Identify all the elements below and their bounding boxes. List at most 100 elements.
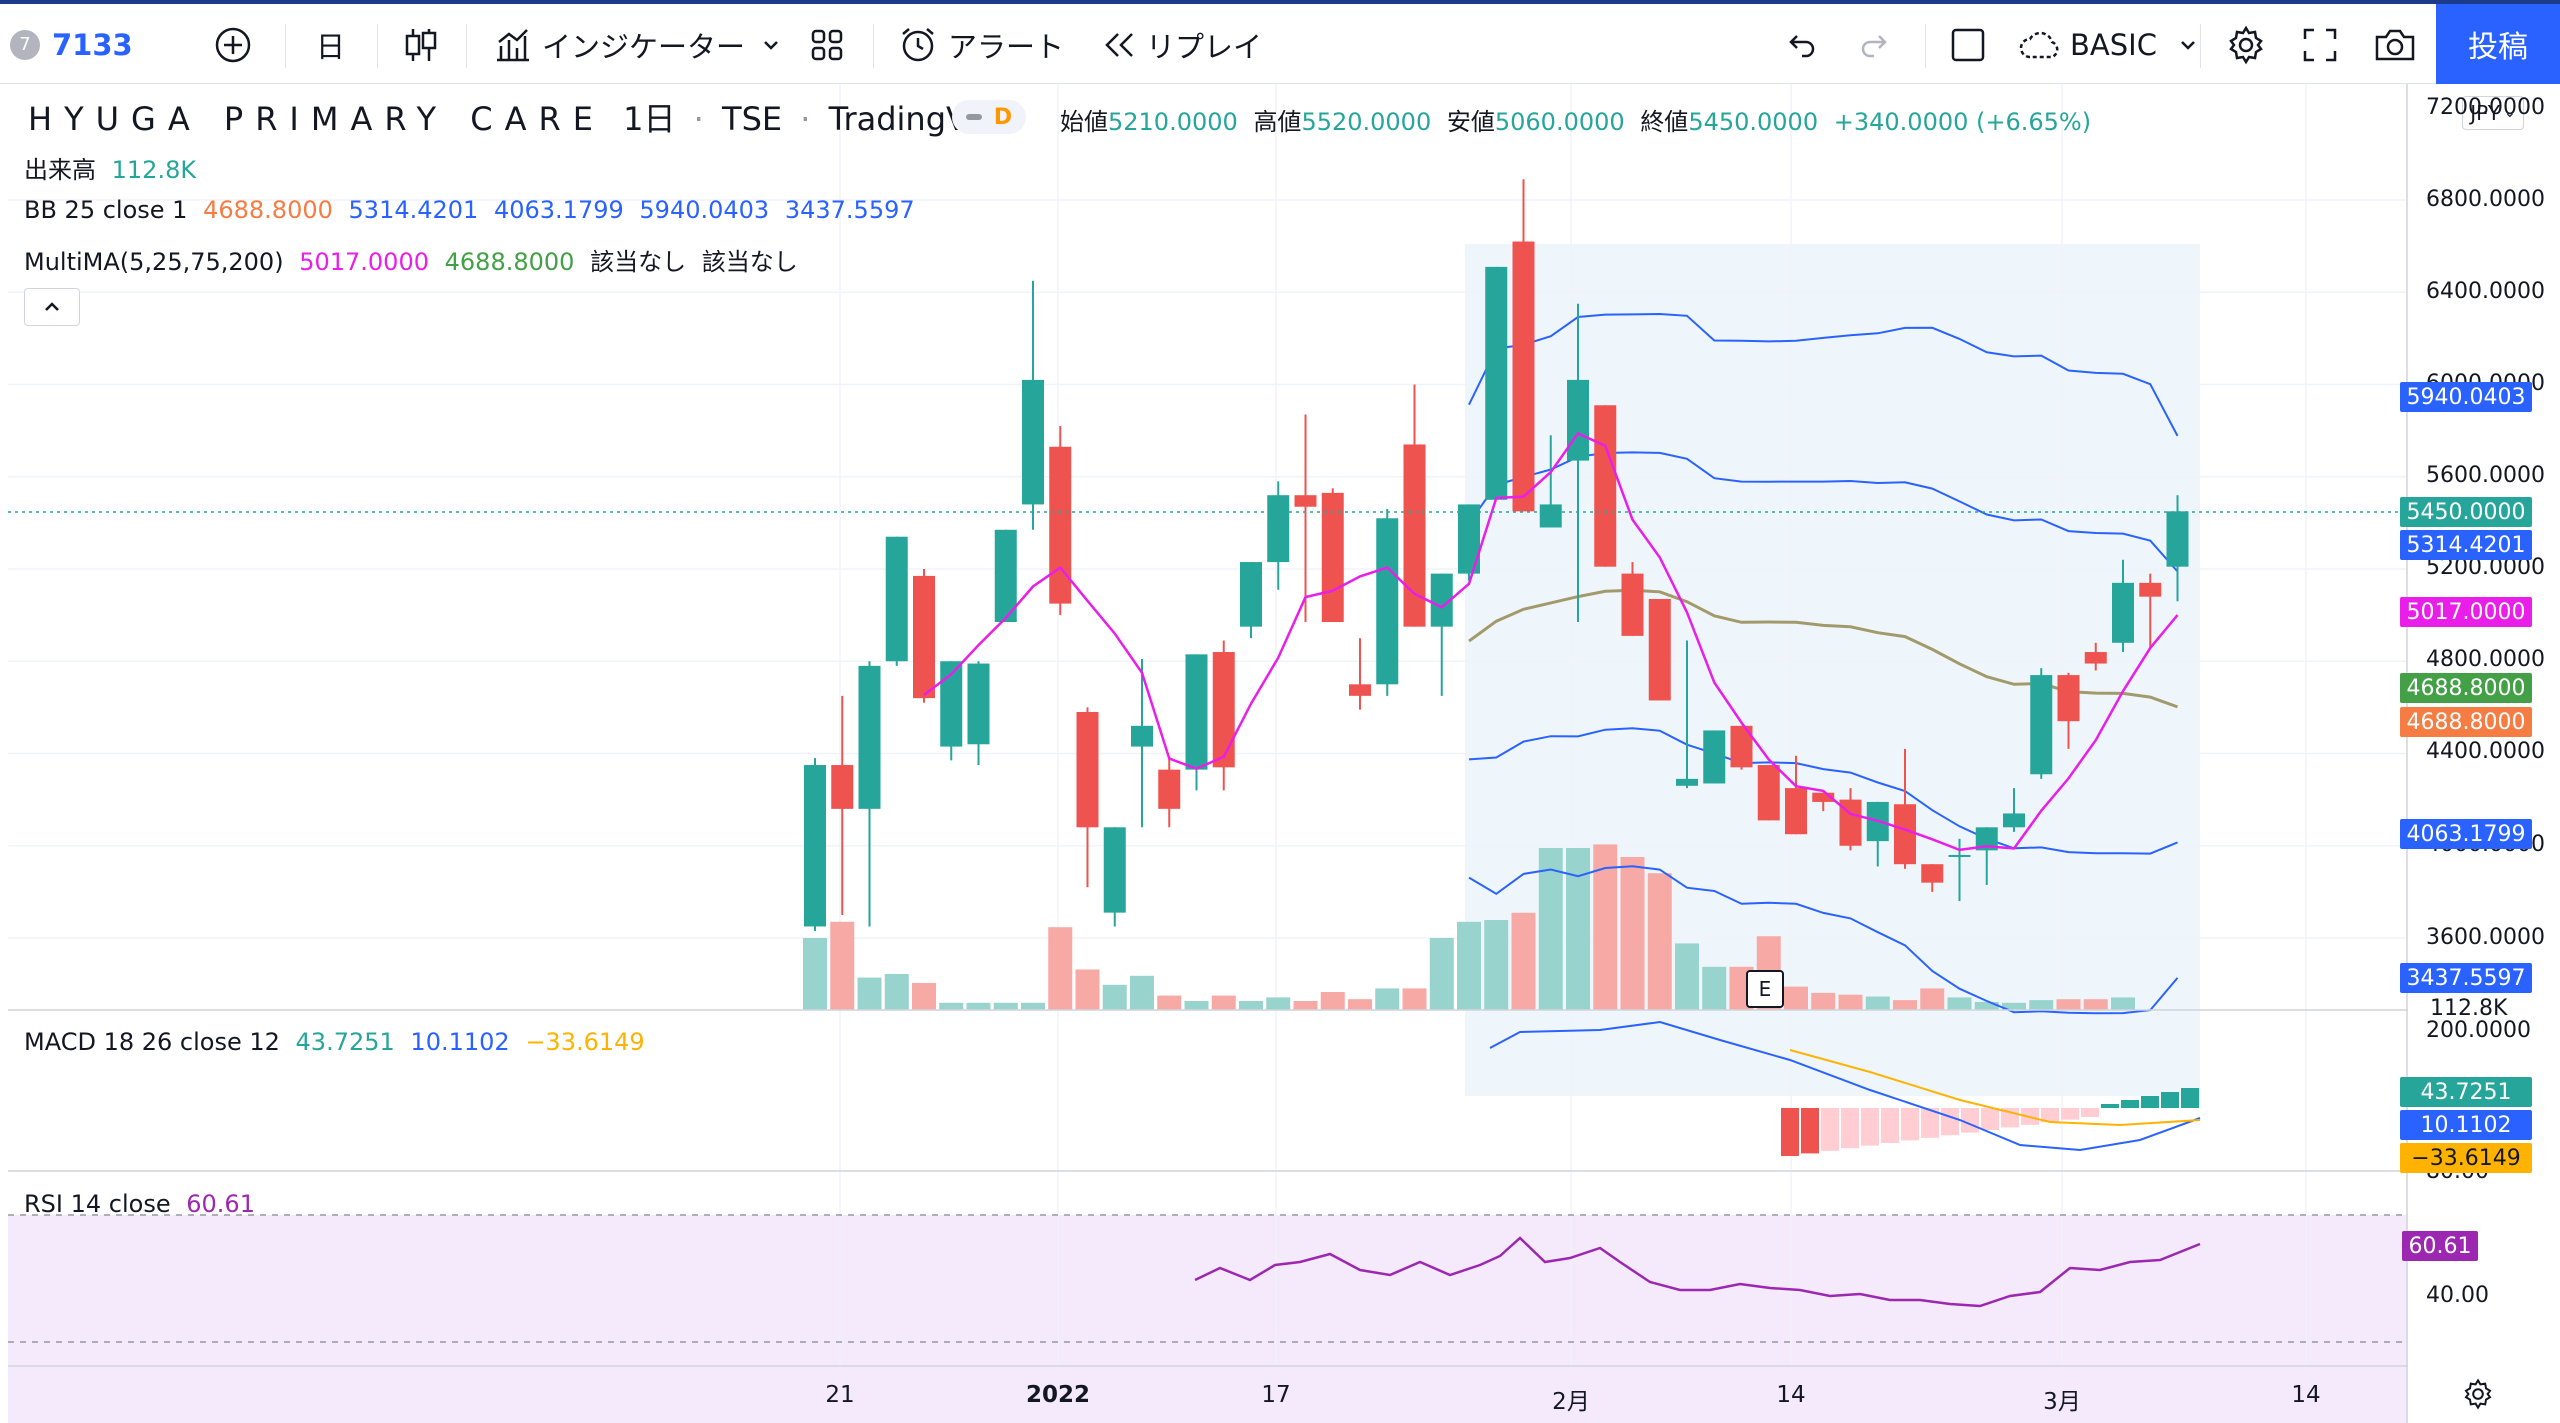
price-tick: 6800.0000 — [2426, 187, 2545, 212]
price-tick: 3600.0000 — [2426, 925, 2545, 950]
interval-button[interactable]: 日 — [316, 22, 345, 68]
indicators-dropdown[interactable] — [760, 22, 782, 68]
macd-price-label: 43.7251 — [2400, 1077, 2532, 1107]
candle-body — [1621, 573, 1644, 636]
macd-hist-bar — [2041, 1108, 2059, 1123]
high-value: 5520.0000 — [1301, 108, 1432, 136]
time-tick: 14 — [2291, 1382, 2321, 1408]
volume-bar — [1484, 920, 1509, 1010]
candle-body — [940, 661, 963, 747]
volume-bar — [1211, 995, 1236, 1010]
volume-bar — [912, 983, 936, 1010]
chart-canvas[interactable] — [0, 84, 2560, 1423]
macd-signal-line — [1789, 1049, 2201, 1127]
time-tick: 3月 — [2043, 1389, 2081, 1415]
layout-button[interactable]: BASIC — [2018, 22, 2199, 68]
earnings-marker-text: E — [1758, 977, 1772, 1001]
settings-button[interactable] — [2226, 22, 2266, 68]
candle-body — [1430, 573, 1453, 627]
post-button[interactable]: 投稿 — [2436, 4, 2560, 84]
volume-bar — [939, 1002, 964, 1010]
redo-button[interactable] — [1858, 22, 1892, 68]
fullscreen-button[interactable] — [2302, 22, 2338, 68]
volume-bar — [803, 938, 827, 1010]
time-axis-settings[interactable] — [2462, 1378, 2494, 1414]
candle-body — [2030, 675, 2053, 775]
candle-body — [1812, 792, 1835, 802]
replay-label: リプレイ — [1146, 30, 1263, 64]
candle-body — [2166, 511, 2189, 567]
candle-body — [1539, 504, 1562, 528]
candle-body — [1730, 725, 1753, 768]
market-status-badge[interactable]: D — [952, 100, 1026, 134]
rewind-icon — [1105, 33, 1133, 57]
bb-lower1-line — [1468, 727, 2178, 855]
candle-body — [831, 765, 854, 809]
rsi-value: 60.61 — [186, 1190, 255, 1218]
price-label: 4688.8000 — [2400, 673, 2532, 703]
candle-body — [1703, 730, 1726, 784]
templates-button[interactable] — [810, 22, 844, 68]
bb-legend[interactable]: BB 25 close 1 4688.8000 5314.4201 4063.1… — [24, 196, 923, 224]
gear-icon — [2229, 25, 2263, 65]
macd-price-label: −33.6149 — [2400, 1143, 2532, 1173]
multima-legend[interactable]: MultiMA(5,25,75,200) 5017.0000 4688.8000… — [24, 242, 806, 277]
volume-bar — [1511, 912, 1536, 1010]
candle-body — [2112, 582, 2134, 643]
macd-hist-bar — [1781, 1108, 1799, 1156]
candle-body — [858, 665, 881, 809]
candle-body — [1294, 495, 1317, 507]
volume-bar — [1865, 996, 1890, 1010]
compare-symbol-button[interactable] — [213, 22, 253, 68]
macd-hist-bar — [2061, 1108, 2079, 1120]
macd-legend[interactable]: MACD 18 26 close 12 43.7251 10.1102 −33.… — [24, 1028, 653, 1056]
alert-button[interactable]: アラート — [898, 22, 1064, 68]
candle-body — [1131, 725, 1153, 747]
price-label: 5314.4201 — [2400, 530, 2532, 560]
volume-bar — [1920, 988, 1945, 1010]
price-tick: 5600.0000 — [2426, 463, 2545, 488]
chart-type-button[interactable] — [404, 22, 438, 68]
macd-hist-bar — [2161, 1092, 2179, 1108]
price-label: 4688.8000 — [2400, 707, 2532, 737]
price-axis[interactable]: JPY ⌄ — [2408, 84, 2560, 1423]
collapse-legend-button[interactable] — [24, 288, 80, 326]
rsi-legend[interactable]: RSI 14 close 60.61 — [24, 1190, 263, 1218]
redo-icon — [1861, 35, 1887, 58]
ma5-line — [923, 431, 2179, 852]
volume-bar — [1239, 1001, 1263, 1010]
gear-icon — [2464, 1378, 2492, 1410]
macd-line — [1489, 1020, 2201, 1152]
open-value: 5210.0000 — [1108, 108, 1238, 136]
legend-interval: 1日 — [623, 100, 676, 138]
macd-hist-bar — [1981, 1108, 1999, 1130]
volume-legend[interactable]: 出来高 112.8K — [24, 150, 204, 185]
earnings-marker[interactable]: E — [1746, 970, 1784, 1008]
candle-body — [1648, 598, 1671, 701]
fullscreen-select-button[interactable] — [1950, 22, 1986, 68]
volume-bar — [1429, 938, 1454, 1010]
volume-bar — [1293, 1001, 1318, 1010]
currency-selector[interactable]: JPY ⌄ — [2462, 96, 2524, 130]
volume-bar — [2002, 1002, 2026, 1010]
volume-bar — [1675, 943, 1699, 1010]
cloud-icon — [2019, 31, 2059, 59]
snapshot-button[interactable] — [2374, 22, 2416, 68]
chevron-down-icon — [2181, 41, 2195, 50]
multima-label: MultiMA(5,25,75,200) — [24, 248, 284, 276]
candle-body — [1676, 778, 1698, 786]
symbol-legend[interactable]: HYUGA PRIMARY CARE 1日 · TSE · TradingVie… — [28, 100, 1022, 138]
indicators-button[interactable]: インジケーター — [494, 22, 745, 68]
candle-body — [2139, 582, 2162, 597]
time-tick: 2月 — [1552, 1389, 1590, 1415]
symbol-logo-icon: 7 — [10, 30, 40, 60]
top-toolbar: 7 7133 日 インジケーター アラート リプレイ BASIC — [0, 0, 2560, 84]
replay-button[interactable]: リプレイ — [1102, 22, 1262, 68]
volume-bar — [2083, 999, 2108, 1010]
macd-hist-value: 43.7251 — [295, 1028, 395, 1056]
chevron-up-icon — [45, 302, 59, 311]
symbol-search[interactable]: 7 7133 — [10, 22, 133, 68]
undo-button[interactable] — [1784, 22, 1818, 68]
candle-body — [1512, 241, 1535, 512]
volume-label: 出来高 — [24, 156, 96, 184]
